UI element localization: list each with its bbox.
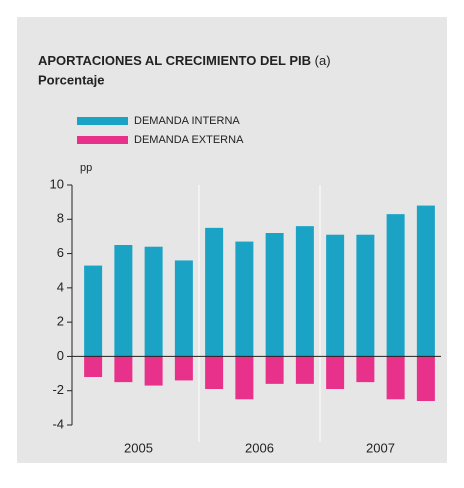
y-tick-label: 6 [57, 245, 64, 260]
bar [235, 241, 254, 357]
bar [205, 356, 224, 389]
bar [295, 356, 314, 384]
y-unit: pp [80, 162, 92, 174]
bar [326, 356, 345, 389]
panel [17, 17, 447, 463]
legend-label: DEMANDA EXTERNA [134, 134, 244, 146]
y-tick-label: 8 [57, 211, 64, 226]
y-tick-label: 0 [57, 348, 64, 363]
bar [144, 356, 163, 386]
bar [356, 356, 375, 383]
bar [174, 356, 193, 381]
y-tick-label: 2 [57, 314, 64, 329]
bar [84, 356, 103, 377]
y-tick-label: -2 [52, 382, 64, 397]
bar [416, 356, 435, 401]
bar [386, 214, 405, 357]
bar [265, 233, 284, 357]
x-group-label: 2005 [124, 440, 153, 455]
x-group-label: 2007 [366, 440, 395, 455]
title-note: (a) [315, 53, 331, 68]
title-text: APORTACIONES AL CRECIMIENTO DEL PIB [38, 53, 311, 68]
legend-label: DEMANDA INTERNA [134, 115, 240, 127]
bar [356, 234, 375, 357]
bar [174, 260, 193, 357]
chart-title: APORTACIONES AL CRECIMIENTO DEL PIB (a) [38, 53, 331, 68]
bar [386, 356, 405, 400]
y-tick-label: 4 [57, 279, 64, 294]
bar [144, 246, 163, 357]
bar [235, 356, 254, 400]
bar [84, 265, 103, 357]
bar [205, 227, 224, 357]
legend-swatch [77, 117, 128, 125]
bar [295, 226, 314, 357]
bar [265, 356, 284, 384]
bar [416, 205, 435, 357]
y-tick-label: -4 [52, 416, 64, 431]
x-group-label: 2006 [245, 440, 274, 455]
chart-subtitle: Porcentaje [38, 72, 104, 87]
bar [114, 245, 133, 357]
legend-swatch [77, 136, 128, 144]
bar [326, 234, 345, 357]
y-tick-label: 10 [50, 176, 64, 191]
bar [114, 356, 133, 383]
